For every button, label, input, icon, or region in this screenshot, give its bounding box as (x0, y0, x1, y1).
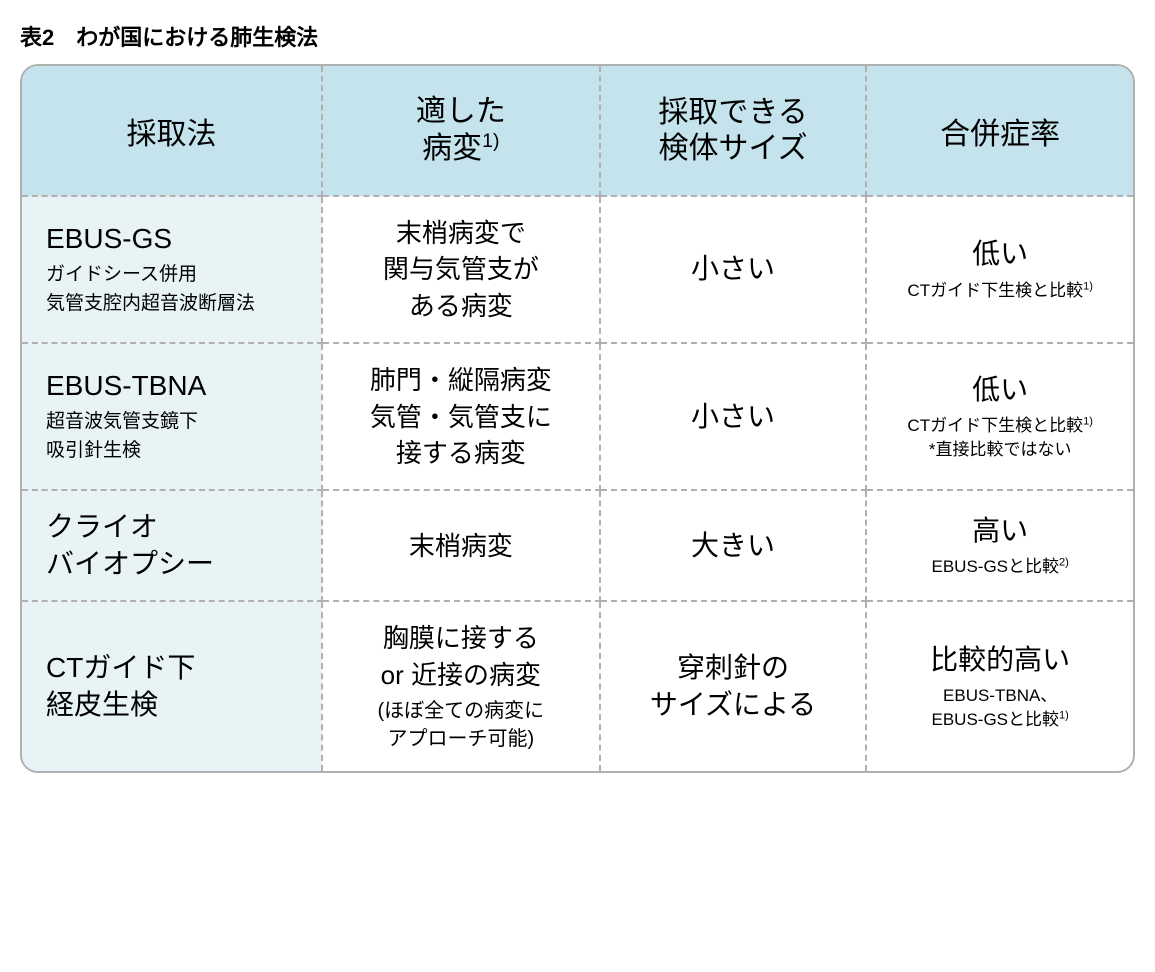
header-size-line1: 採取できる (658, 96, 807, 129)
cell-method: EBUS-TBNA 超音波気管支鏡下 吸引針生検 (22, 343, 322, 490)
lesion-text: 末梢病変 (333, 528, 589, 564)
header-size-line2: 検体サイズ (658, 132, 807, 165)
rate-text: 高い (877, 513, 1123, 549)
cell-size: 大きい (600, 490, 867, 601)
header-lesion-line2: 病変 (422, 132, 482, 165)
header-method: 採取法 (22, 66, 322, 196)
header-lesion-sup: 1) (482, 130, 499, 152)
rate-sub: EBUS-TBNA、 EBUS-GSと比較1) (877, 684, 1123, 732)
header-method-text: 採取法 (126, 118, 216, 151)
table-row: EBUS-GS ガイドシース併用 気管支腔内超音波断層法 末梢病変で 関与気管支… (22, 196, 1133, 343)
header-rate: 合併症率 (866, 66, 1133, 196)
cell-lesion: 肺門・縦隔病変 気管・気管支に 接する病変 (322, 343, 600, 490)
method-title: CTガイド下 経皮生検 (46, 650, 311, 723)
cell-method: クライオ バイオプシー (22, 490, 322, 601)
rate-sub: EBUS-GSと比較2) (877, 555, 1123, 579)
rate-text: 比較的高い (877, 642, 1123, 678)
header-rate-text: 合併症率 (940, 118, 1060, 151)
cell-size: 小さい (600, 196, 867, 343)
lesion-text: 胸膜に接する or 近接の病変 (333, 620, 589, 693)
table-container: 採取法 適した 病変1) 採取できる 検体サイズ 合併症率 EBUS-G (20, 64, 1135, 773)
rate-text: 低い (877, 372, 1123, 408)
cell-rate: 比較的高い EBUS-TBNA、 EBUS-GSと比較1) (866, 601, 1133, 771)
size-text: 穿刺針の サイズによる (611, 650, 856, 723)
cell-lesion: 胸膜に接する or 近接の病変 (ほぼ全ての病変に アプローチ可能) (322, 601, 600, 771)
size-text: 大きい (611, 528, 856, 564)
cell-rate: 高い EBUS-GSと比較2) (866, 490, 1133, 601)
method-title: EBUS-GS (46, 221, 311, 257)
header-lesion-line1: 適した (416, 95, 506, 128)
cell-lesion: 末梢病変で 関与気管支が ある病変 (322, 196, 600, 343)
rate-sub: CTガイド下生検と比較1) (877, 279, 1123, 303)
lesion-text: 末梢病変で 関与気管支が ある病変 (333, 215, 589, 324)
rate-sub: CTガイド下生検と比較1) *直接比較ではない (877, 414, 1123, 462)
method-sub: 超音波気管支鏡下 吸引針生検 (46, 408, 311, 465)
lesion-sub: (ほぼ全ての病変に アプローチ可能) (333, 697, 589, 753)
method-sub: ガイドシース併用 気管支腔内超音波断層法 (46, 261, 311, 318)
cell-rate: 低い CTガイド下生検と比較1) *直接比較ではない (866, 343, 1133, 490)
table-row: クライオ バイオプシー 末梢病変 大きい 高い EBUS-GSと比較2) (22, 490, 1133, 601)
lesion-text: 肺門・縦隔病変 気管・気管支に 接する病変 (333, 362, 589, 471)
header-size: 採取できる 検体サイズ (600, 66, 867, 196)
size-text: 小さい (611, 251, 856, 287)
cell-method: CTガイド下 経皮生検 (22, 601, 322, 771)
size-text: 小さい (611, 399, 856, 435)
biopsy-table: 採取法 適した 病変1) 採取できる 検体サイズ 合併症率 EBUS-G (22, 66, 1133, 771)
header-lesion: 適した 病変1) (322, 66, 600, 196)
cell-method: EBUS-GS ガイドシース併用 気管支腔内超音波断層法 (22, 196, 322, 343)
cell-size: 小さい (600, 343, 867, 490)
cell-lesion: 末梢病変 (322, 490, 600, 601)
cell-size: 穿刺針の サイズによる (600, 601, 867, 771)
table-row: EBUS-TBNA 超音波気管支鏡下 吸引針生検 肺門・縦隔病変 気管・気管支に… (22, 343, 1133, 490)
table-row: CTガイド下 経皮生検 胸膜に接する or 近接の病変 (ほぼ全ての病変に アプ… (22, 601, 1133, 771)
table-title: 表2 わが国における肺生検法 (20, 20, 1135, 52)
method-title: EBUS-TBNA (46, 368, 311, 404)
method-title: クライオ バイオプシー (46, 509, 311, 582)
rate-text: 低い (877, 236, 1123, 272)
table-header-row: 採取法 適した 病変1) 採取できる 検体サイズ 合併症率 (22, 66, 1133, 196)
cell-rate: 低い CTガイド下生検と比較1) (866, 196, 1133, 343)
